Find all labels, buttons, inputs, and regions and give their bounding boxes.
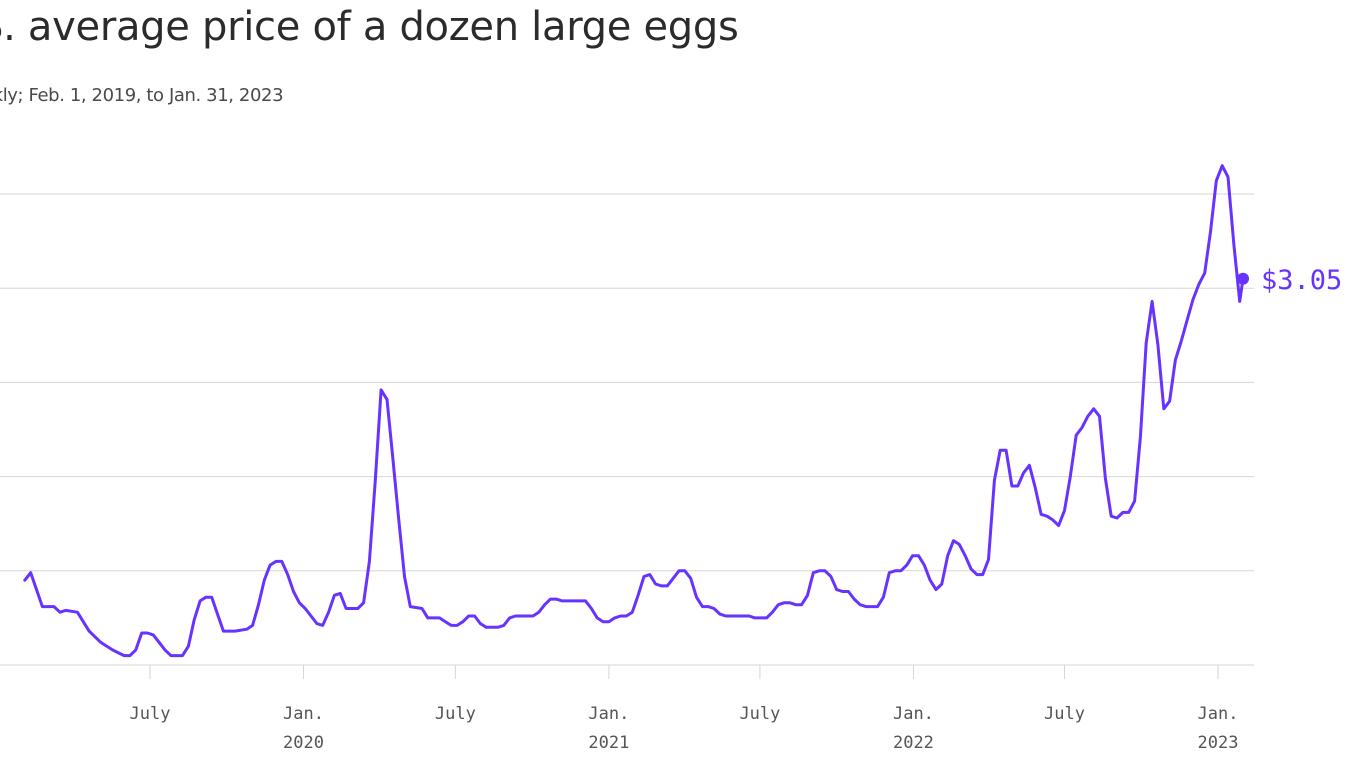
gridlines [0,193,1254,666]
x-tick-label: Jan. [893,704,934,724]
x-tick-year-label: 2021 [588,733,629,753]
end-value-label: $3.05 [1261,265,1342,296]
x-tick-label: July [435,704,476,724]
end-point-marker [1237,272,1250,285]
x-tick-label: Jan. [283,704,324,724]
x-tick-label: July [1044,704,1085,724]
x-tick-year-label: 2023 [1198,733,1239,753]
chart-title: S. average price of a dozen large eggs [0,4,739,50]
x-axis: July Jan. 2020 July Jan. 2021 July Jan. 2022 July… [130,665,1239,753]
chart-subtitle: ekly; Feb. 1, 2019, to Jan. 31, 2023 [0,85,284,106]
series-group: $3.05 [23,164,1342,658]
x-tick-label: July [130,704,171,724]
x-tick-year-label: 2022 [893,733,934,753]
x-tick-label: Jan. [588,704,629,724]
x-tick-label: Jan. [1198,704,1239,724]
x-tick-label: July [739,704,780,724]
x-tick-year-label: 2020 [283,733,324,753]
series-line [23,164,1245,658]
